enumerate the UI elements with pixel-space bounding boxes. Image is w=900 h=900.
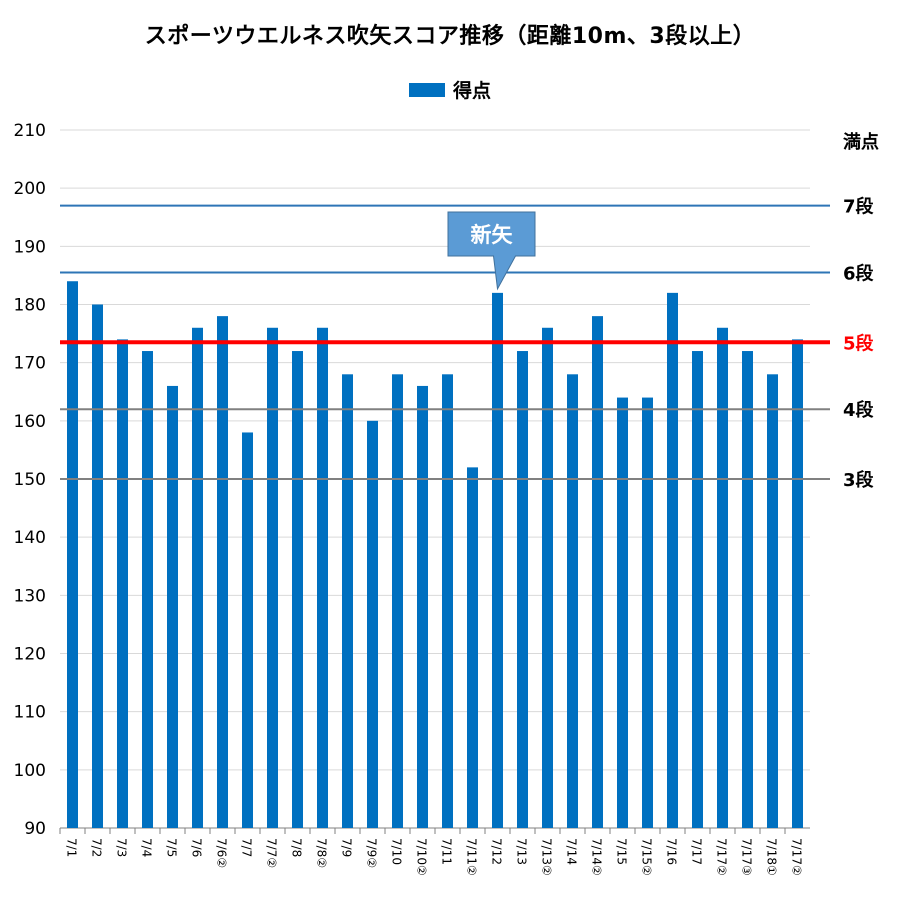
chart-legend: 得点: [0, 76, 900, 103]
bar: [692, 351, 703, 828]
y-tick-label: 210: [14, 121, 46, 141]
x-tick-label: 7/18①: [765, 838, 779, 876]
chart-title: スポーツウエルネス吹矢スコア推移（距離10m、3段以上）: [144, 24, 756, 49]
y-tick-label: 110: [14, 703, 46, 723]
y-tick-label: 140: [14, 528, 46, 548]
bar: [167, 385, 178, 828]
x-tick-label: 7/5: [165, 838, 179, 857]
bar: [317, 327, 328, 828]
x-tick-label: 7/17③: [740, 838, 754, 876]
x-tick-label: 7/14②: [590, 838, 604, 876]
bar: [517, 351, 528, 828]
x-tick-label: 7/8②: [315, 838, 329, 868]
bar: [117, 339, 128, 828]
bar: [342, 374, 353, 828]
reference-label: 5段: [843, 332, 875, 354]
x-tick-label: 7/16: [665, 838, 679, 865]
x-tick-label: 7/15②: [640, 838, 654, 876]
bar: [742, 351, 753, 828]
y-tick-label: 160: [14, 412, 46, 432]
bar: [392, 374, 403, 828]
bar: [192, 327, 203, 828]
x-tick-label: 7/17: [690, 838, 704, 865]
y-tick-label: 100: [14, 761, 46, 781]
x-tick-label: 7/1: [65, 838, 79, 857]
x-tick-label: 7/6②: [215, 838, 229, 868]
y-tick-label: 90: [24, 819, 46, 839]
legend-swatch: [408, 82, 445, 97]
x-tick-label: 7/7: [240, 838, 254, 857]
bar: [217, 316, 228, 828]
x-tick-label: 7/10②: [415, 838, 429, 876]
x-tick-label: 7/15: [615, 838, 629, 865]
bar: [467, 467, 478, 828]
reference-label: 3段: [843, 469, 875, 491]
bar: [242, 432, 253, 828]
x-tick-label: 7/17②: [790, 838, 804, 876]
reference-label: 6段: [843, 263, 875, 285]
bar: [92, 304, 103, 828]
bar: [417, 385, 428, 828]
bar: [267, 327, 278, 828]
bar: [592, 316, 603, 828]
bar: [542, 327, 553, 828]
x-tick-label: 7/6: [190, 838, 204, 857]
y-tick-label: 150: [14, 470, 46, 490]
bar: [667, 292, 678, 828]
y-tick-label: 170: [14, 354, 46, 374]
x-tick-label: 7/2: [90, 838, 104, 857]
callout-label: 新矢: [471, 223, 514, 247]
x-tick-label: 7/13: [515, 838, 529, 865]
bar: [617, 397, 628, 828]
y-tick-label: 130: [14, 586, 46, 606]
bar: [367, 420, 378, 828]
x-tick-label: 7/4: [140, 838, 154, 857]
x-tick-label: 7/8: [290, 838, 304, 857]
bar: [442, 374, 453, 828]
x-tick-label: 7/17②: [715, 838, 729, 876]
bar: [642, 397, 653, 828]
callout-bubble: [447, 211, 536, 291]
bar: [767, 374, 778, 828]
x-tick-label: 7/11②: [465, 838, 479, 876]
bar: [492, 292, 503, 828]
x-tick-label: 7/12: [490, 838, 504, 865]
x-tick-label: 7/9②: [365, 838, 379, 868]
bar: [792, 339, 803, 828]
legend-label: 得点: [452, 80, 491, 102]
x-tick-label: 7/9: [340, 838, 354, 857]
bar: [142, 351, 153, 828]
reference-label: 4段: [843, 399, 875, 421]
bar: [292, 351, 303, 828]
bar: [717, 327, 728, 828]
x-tick-label: 7/7②: [265, 838, 279, 868]
x-tick-label: 7/14: [565, 838, 579, 865]
x-tick-label: 7/11: [440, 838, 454, 865]
y-tick-label: 120: [14, 645, 46, 665]
reference-label: 満点: [843, 131, 879, 153]
bar: [67, 281, 78, 828]
x-tick-label: 7/3: [115, 838, 129, 857]
reference-label: 7段: [843, 196, 875, 218]
y-tick-label: 190: [14, 237, 46, 257]
y-tick-label: 180: [14, 296, 46, 316]
bar: [567, 374, 578, 828]
x-tick-label: 7/13②: [540, 838, 554, 876]
x-tick-label: 7/10: [390, 838, 404, 865]
y-tick-label: 200: [14, 179, 46, 199]
